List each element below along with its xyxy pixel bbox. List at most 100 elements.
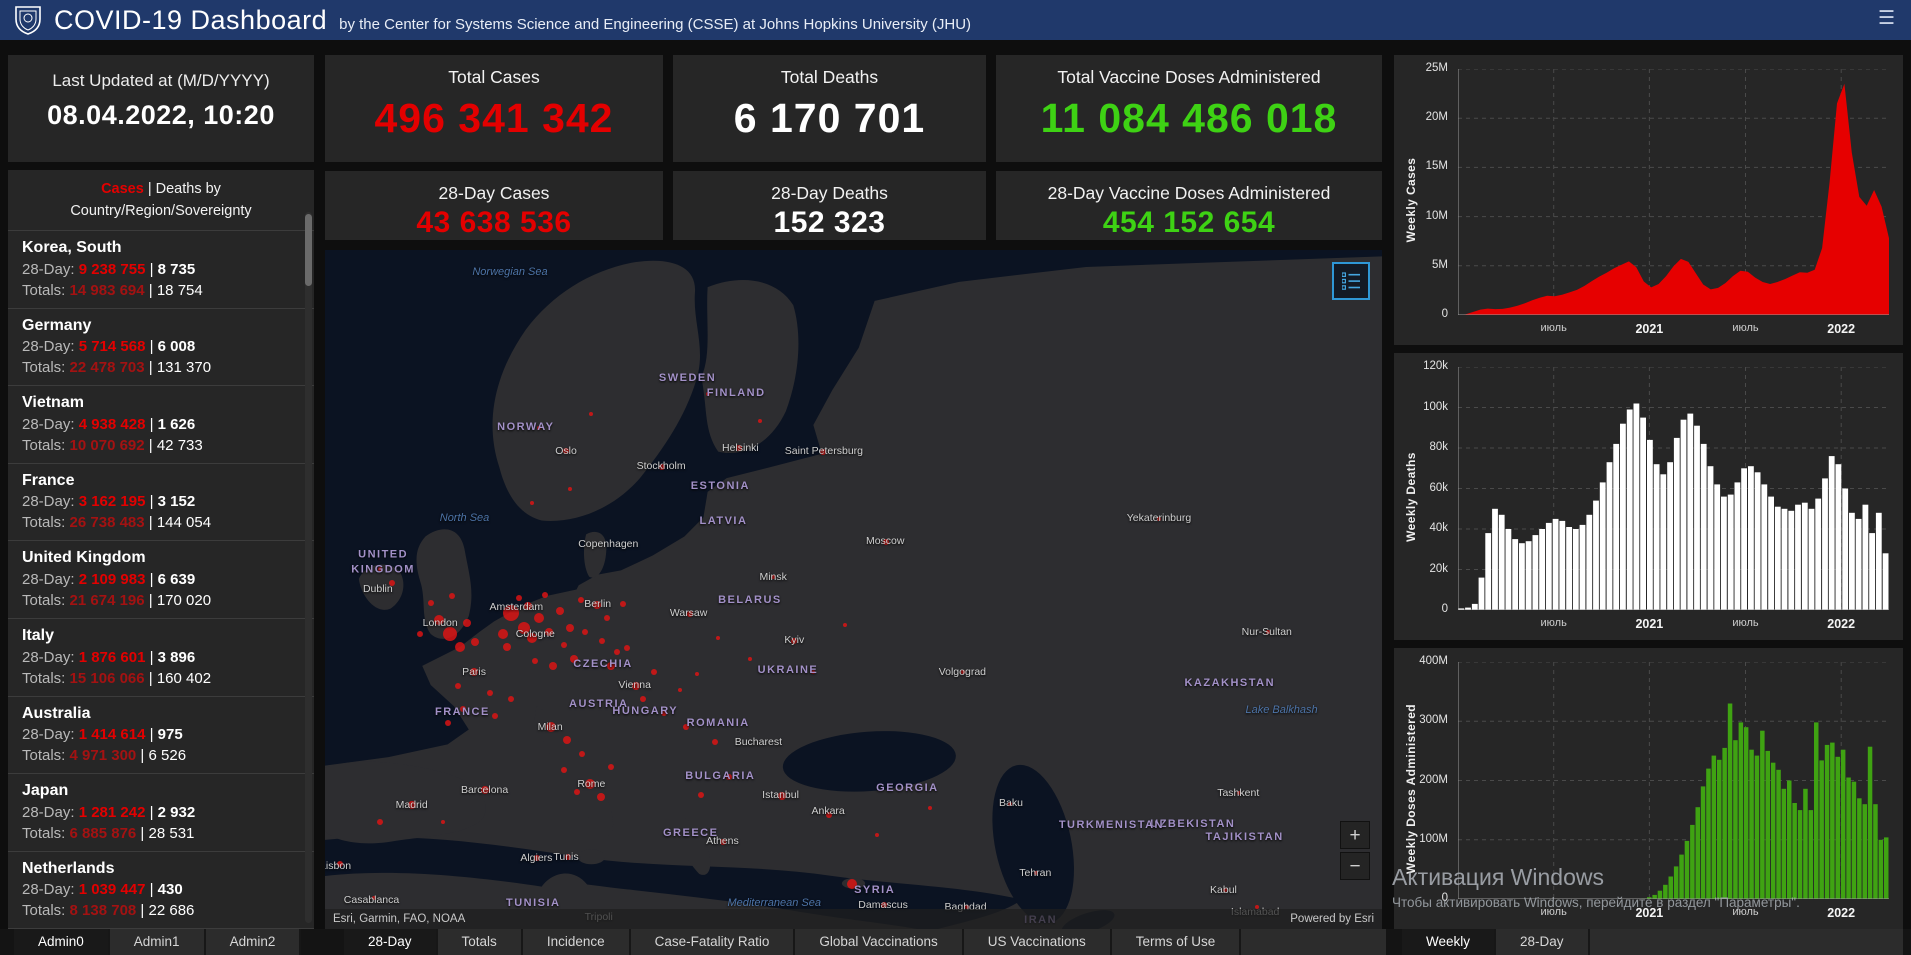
scrollbar[interactable] [305, 214, 312, 286]
tab-totals[interactable]: Totals [438, 929, 523, 955]
case-dot[interactable] [598, 638, 605, 645]
case-dot[interactable] [620, 601, 627, 608]
tab-case-fatality-ratio[interactable]: Case-Fatality Ratio [631, 929, 796, 955]
case-dot[interactable] [517, 621, 530, 634]
list-item[interactable]: Italy 28-Day: 1 876 601 | 3 896 Totals: 15… [8, 617, 314, 696]
list-item[interactable]: Germany 28-Day: 5 714 568 | 6 008 Totals: … [8, 307, 314, 386]
tab-28-day[interactable]: 28-Day [1496, 929, 1590, 955]
case-dot[interactable] [771, 575, 776, 580]
case-dot[interactable] [523, 601, 532, 610]
case-dot[interactable] [650, 669, 657, 676]
case-dot[interactable] [725, 773, 732, 780]
tab-global-vaccinations[interactable]: Global Vaccinations [795, 929, 964, 955]
case-dot[interactable] [532, 658, 539, 665]
case-dot[interactable] [503, 604, 520, 621]
case-dot[interactable] [527, 633, 538, 644]
list-item[interactable]: Austria28-Day: 961 035 | 984Totals: 3 95… [8, 928, 314, 929]
case-dot[interactable] [613, 648, 620, 655]
case-dot[interactable] [562, 447, 569, 454]
case-dot[interactable] [624, 644, 631, 651]
case-dot[interactable] [546, 721, 557, 732]
case-dot[interactable] [705, 391, 710, 396]
scrollbar-track[interactable] [305, 212, 312, 923]
case-dot[interactable] [371, 895, 376, 900]
case-dot[interactable] [961, 670, 966, 675]
list-item[interactable]: Japan 28-Day: 1 281 242 | 2 932 Totals: 6 … [8, 773, 314, 851]
tab-admin1[interactable]: Admin1 [110, 929, 206, 955]
case-dot[interactable] [565, 854, 572, 861]
case-dot[interactable] [427, 600, 434, 607]
legend-button[interactable] [1332, 262, 1370, 300]
case-dot[interactable] [417, 630, 424, 637]
case-dot[interactable] [578, 750, 585, 757]
case-dot[interactable] [388, 579, 395, 586]
case-dot[interactable] [1007, 802, 1012, 807]
case-dot[interactable] [533, 613, 544, 624]
list-item[interactable]: Netherlands 28-Day: 1 039 447 | 430 Totals… [8, 850, 314, 929]
list-item[interactable]: United Kingdom 28-Day: 2 109 983 | 6 639 T… [8, 540, 314, 618]
case-dot[interactable] [826, 811, 833, 818]
case-dot[interactable] [686, 610, 693, 617]
case-dot[interactable] [631, 681, 640, 690]
case-dot[interactable] [604, 615, 611, 622]
case-dot[interactable] [607, 661, 616, 670]
case-dot[interactable] [530, 500, 535, 505]
tab-admin0[interactable]: Admin0 [14, 929, 110, 955]
case-dot[interactable] [455, 642, 466, 653]
case-dot[interactable] [777, 791, 786, 800]
case-dot[interactable] [442, 626, 457, 641]
case-dot[interactable] [683, 723, 690, 730]
case-dot[interactable] [964, 905, 969, 910]
case-dot[interactable] [659, 463, 666, 470]
case-dot[interactable] [596, 793, 605, 802]
case-dot[interactable] [640, 696, 647, 703]
case-dot[interactable] [747, 656, 752, 661]
case-dot[interactable] [678, 687, 683, 692]
tab-weekly[interactable]: Weekly [1402, 929, 1497, 955]
case-dot[interactable] [695, 671, 700, 676]
case-dot[interactable] [541, 591, 548, 598]
menu-icon[interactable]: ☰ [1877, 8, 1895, 29]
case-dot[interactable] [716, 636, 721, 641]
list-item[interactable]: Vietnam 28-Day: 4 938 428 | 1 626 Totals: … [8, 385, 314, 463]
case-dot[interactable] [471, 638, 480, 647]
case-dot[interactable] [462, 619, 471, 628]
case-dot[interactable] [460, 706, 467, 712]
case-dot[interactable] [497, 629, 508, 640]
case-dot[interactable] [549, 661, 558, 670]
case-dot[interactable] [508, 696, 515, 703]
case-dot[interactable] [560, 767, 567, 774]
case-dot[interactable] [536, 425, 541, 430]
case-dot[interactable] [608, 764, 615, 771]
case-dot[interactable] [577, 597, 584, 604]
zoom-out-button[interactable]: − [1340, 852, 1370, 880]
case-dot[interactable] [758, 419, 763, 424]
world-map[interactable]: Norwegian Sea North Sea Mediterranean Sea L… [325, 250, 1382, 929]
case-dot[interactable] [883, 538, 890, 545]
case-dot[interactable] [448, 593, 455, 600]
case-dot[interactable] [1156, 516, 1161, 521]
case-dot[interactable] [589, 412, 594, 417]
case-dot[interactable] [1237, 791, 1242, 796]
case-dot[interactable] [336, 860, 343, 867]
zoom-in-button[interactable]: + [1340, 821, 1370, 849]
case-dot[interactable] [563, 736, 572, 745]
tab-us-vaccinations[interactable]: US Vaccinations [964, 929, 1112, 955]
case-dot[interactable] [720, 839, 727, 846]
case-dot[interactable] [585, 778, 596, 789]
case-dot[interactable] [534, 855, 541, 862]
case-dot[interactable] [502, 642, 511, 651]
list-item[interactable]: Australia 28-Day: 1 414 614 | 975 Totals: … [8, 695, 314, 774]
case-dot[interactable] [444, 719, 451, 726]
case-dot[interactable] [811, 670, 816, 675]
tab-incidence[interactable]: Incidence [523, 929, 631, 955]
case-dot[interactable] [377, 567, 382, 572]
case-dot[interactable] [480, 786, 489, 795]
case-dot[interactable] [566, 623, 575, 632]
case-dot[interactable] [555, 607, 564, 616]
case-dot[interactable] [1034, 871, 1039, 876]
case-dot[interactable] [1255, 905, 1260, 910]
case-dot[interactable] [376, 818, 383, 825]
case-dot[interactable] [441, 819, 446, 824]
tab-admin2[interactable]: Admin2 [206, 929, 302, 955]
